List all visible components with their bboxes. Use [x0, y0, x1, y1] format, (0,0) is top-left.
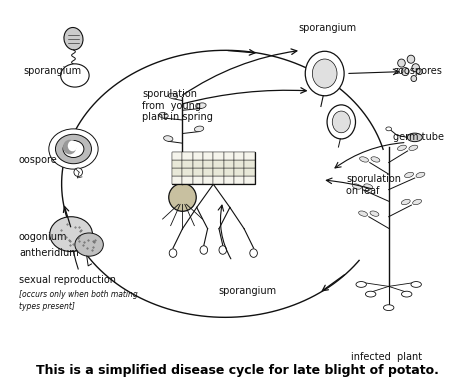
Ellipse shape	[386, 127, 392, 131]
Ellipse shape	[371, 157, 380, 162]
Ellipse shape	[364, 184, 373, 189]
Text: infected  plant: infected plant	[351, 352, 422, 362]
Ellipse shape	[398, 145, 406, 151]
Ellipse shape	[305, 51, 344, 96]
Ellipse shape	[332, 111, 350, 133]
Bar	[245, 168, 255, 176]
Ellipse shape	[405, 172, 413, 178]
Bar	[172, 161, 182, 168]
Bar	[192, 176, 203, 184]
Bar	[182, 161, 192, 168]
Bar	[213, 168, 224, 176]
Bar	[224, 168, 234, 176]
Circle shape	[50, 217, 92, 252]
Ellipse shape	[250, 249, 257, 257]
Bar	[192, 168, 203, 176]
Bar	[234, 176, 245, 184]
Ellipse shape	[411, 75, 417, 82]
Ellipse shape	[417, 68, 422, 75]
Bar	[182, 168, 192, 176]
Bar	[203, 152, 213, 161]
Ellipse shape	[164, 136, 173, 141]
Text: sporulation
on leaf: sporulation on leaf	[346, 174, 401, 196]
Ellipse shape	[383, 305, 394, 310]
Bar	[182, 176, 192, 184]
Ellipse shape	[64, 27, 83, 50]
Bar	[234, 168, 245, 176]
Circle shape	[75, 233, 103, 256]
Ellipse shape	[356, 282, 366, 287]
Bar	[192, 152, 203, 161]
Bar	[182, 152, 192, 161]
Text: oospore: oospore	[19, 155, 58, 165]
Ellipse shape	[416, 172, 425, 178]
Bar	[213, 152, 224, 161]
Bar	[213, 161, 224, 168]
Ellipse shape	[413, 199, 421, 205]
Ellipse shape	[407, 55, 415, 63]
Ellipse shape	[200, 246, 208, 254]
Ellipse shape	[412, 64, 419, 72]
Bar	[245, 152, 255, 161]
Text: sporangium: sporangium	[24, 66, 82, 76]
Ellipse shape	[370, 211, 379, 216]
Ellipse shape	[197, 103, 206, 108]
Bar	[172, 176, 182, 184]
Ellipse shape	[360, 157, 368, 162]
Text: [occurs only when both mating: [occurs only when both mating	[19, 290, 138, 299]
Bar	[245, 176, 255, 184]
Text: sexual reproduction: sexual reproduction	[19, 275, 116, 285]
Bar	[224, 161, 234, 168]
Ellipse shape	[359, 211, 367, 216]
Ellipse shape	[194, 126, 204, 132]
Ellipse shape	[398, 59, 405, 67]
Ellipse shape	[63, 140, 76, 154]
Circle shape	[63, 140, 84, 158]
Ellipse shape	[407, 133, 422, 142]
Bar	[245, 161, 255, 168]
Bar	[213, 176, 224, 184]
Ellipse shape	[169, 249, 177, 257]
Ellipse shape	[68, 140, 77, 151]
Ellipse shape	[401, 291, 412, 297]
Bar	[234, 161, 245, 168]
Ellipse shape	[168, 93, 178, 99]
Text: antheridium: antheridium	[19, 248, 79, 258]
Ellipse shape	[365, 291, 376, 297]
Circle shape	[55, 134, 91, 164]
Bar	[203, 161, 213, 168]
Bar	[224, 152, 234, 161]
Text: types present]: types present]	[19, 302, 75, 311]
Ellipse shape	[411, 282, 421, 287]
Ellipse shape	[353, 184, 361, 189]
Text: sporulation
from  young
plant in spring: sporulation from young plant in spring	[142, 89, 213, 122]
Ellipse shape	[401, 68, 409, 75]
Text: germ tube: germ tube	[393, 132, 445, 142]
Bar	[224, 176, 234, 184]
Circle shape	[61, 64, 89, 87]
Text: This is a simplified disease cycle for late blight of potato.: This is a simplified disease cycle for l…	[36, 364, 438, 377]
Circle shape	[49, 129, 98, 169]
Bar	[172, 168, 182, 176]
Ellipse shape	[159, 113, 168, 118]
Ellipse shape	[169, 183, 196, 211]
Bar	[203, 168, 213, 176]
FancyBboxPatch shape	[172, 152, 255, 184]
Ellipse shape	[219, 246, 227, 254]
Text: sporangium: sporangium	[218, 286, 276, 296]
Text: zoospores: zoospores	[393, 66, 442, 76]
Text: oogonium: oogonium	[19, 232, 67, 242]
Ellipse shape	[312, 59, 337, 88]
Ellipse shape	[401, 199, 410, 205]
Text: sporangium: sporangium	[299, 23, 357, 33]
Bar	[172, 152, 182, 161]
Ellipse shape	[74, 168, 82, 176]
Bar	[203, 176, 213, 184]
Ellipse shape	[327, 105, 356, 139]
Ellipse shape	[409, 145, 418, 151]
Bar	[192, 161, 203, 168]
Bar	[234, 152, 245, 161]
